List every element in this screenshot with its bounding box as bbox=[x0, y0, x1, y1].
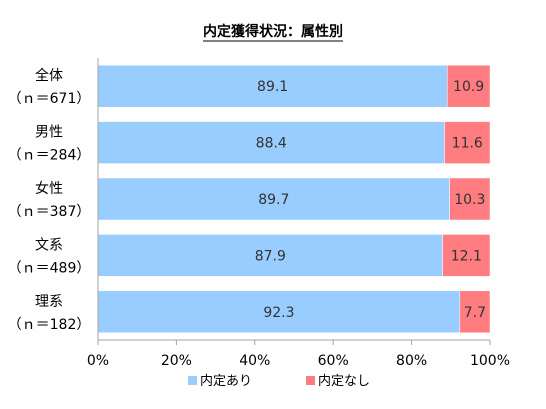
bar-value-label: 89.7 bbox=[258, 192, 289, 208]
bar-value-label: 88.4 bbox=[256, 136, 287, 152]
category-label: 女性 bbox=[35, 180, 63, 197]
legend-label: 内定なし bbox=[318, 373, 370, 389]
category-sample-size: （ｎ＝489） bbox=[8, 260, 91, 276]
category-label: 男性 bbox=[35, 125, 63, 141]
bar-value-label: 92.3 bbox=[263, 305, 294, 321]
bar-value-label: 10.3 bbox=[454, 192, 485, 208]
bar-value-label: 87.9 bbox=[255, 248, 286, 264]
x-tick-label: 60% bbox=[318, 353, 349, 369]
x-axis: 0% 20% 40% 60% 80% 100% bbox=[87, 58, 510, 369]
bar-value-label: 7.7 bbox=[464, 305, 486, 321]
bar-segment-naitei-nashi bbox=[447, 64, 491, 108]
bar-value-label: 89.1 bbox=[257, 79, 288, 95]
legend-swatch bbox=[188, 376, 197, 385]
chart-title: 内定獲得状況：属性別 bbox=[203, 23, 343, 40]
category-label: 全体 bbox=[35, 67, 63, 84]
bar-segment-naitei-ari bbox=[97, 121, 445, 164]
legend-label: 内定あり bbox=[200, 373, 252, 389]
x-tick-label: 40% bbox=[239, 353, 270, 369]
bar-segment-naitei-nashi bbox=[444, 121, 491, 164]
bar-segment-naitei-nashi bbox=[449, 177, 491, 221]
category-sample-size: （ｎ＝671） bbox=[8, 91, 91, 107]
legend-swatch bbox=[306, 376, 315, 385]
legend: 内定あり 内定なし bbox=[188, 373, 370, 389]
plot-area: 89.1 10.9 全体 （ｎ＝671） 88.4 11.6 男性 （ｎ＝284） 89.7 10… bbox=[8, 64, 491, 334]
category-label: 文系 bbox=[35, 237, 63, 253]
category-sample-size: （ｎ＝387） bbox=[8, 204, 91, 220]
x-tick-label: 100% bbox=[470, 353, 510, 369]
bar-segment-naitei-nashi bbox=[442, 234, 491, 277]
x-tick-label: 0% bbox=[87, 353, 109, 369]
x-tick-label: 20% bbox=[161, 353, 192, 369]
bar-value-label: 11.6 bbox=[452, 136, 483, 152]
bar-value-label: 10.9 bbox=[453, 79, 484, 95]
category-sample-size: （ｎ＝182） bbox=[8, 317, 91, 333]
category-sample-size: （ｎ＝284） bbox=[8, 148, 91, 164]
bar-segment-naitei-nashi bbox=[459, 290, 491, 334]
x-tick-label: 80% bbox=[396, 353, 427, 369]
bar-segment-naitei-ari bbox=[97, 64, 448, 108]
bar-value-label: 12.1 bbox=[451, 248, 482, 264]
category-label: 理系 bbox=[35, 294, 63, 310]
